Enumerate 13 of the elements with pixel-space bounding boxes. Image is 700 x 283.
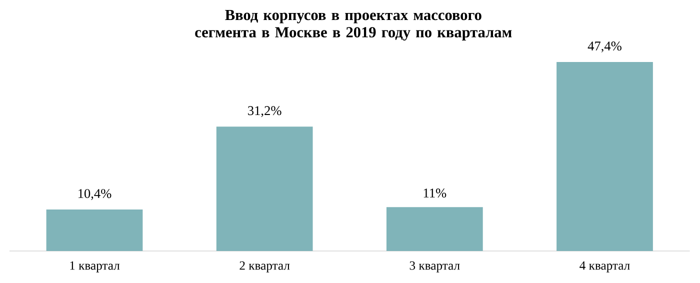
- x-tick-label: 2 квартал: [240, 261, 290, 272]
- bar: [386, 207, 483, 251]
- data-label: 31,2%: [248, 106, 282, 117]
- x-tick-label: 4 квартал: [580, 261, 630, 272]
- bar: [46, 209, 143, 251]
- x-tick-label: 3 квартал: [410, 261, 460, 272]
- bar: [216, 126, 313, 251]
- bar: [556, 62, 653, 251]
- data-label: 11%: [424, 188, 446, 198]
- chart-title: Ввод корпусов в проектах массового сегмента в Москве в 2019 году по кварталам: [195, 10, 512, 41]
- data-label: 10,4%: [78, 189, 112, 200]
- x-tick-label: 1 квартал: [70, 261, 120, 272]
- data-label: 47,4%: [588, 42, 622, 52]
